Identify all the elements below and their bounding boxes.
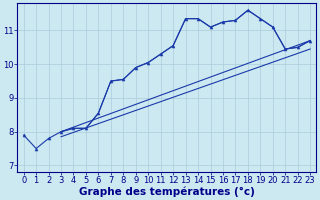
X-axis label: Graphe des températures (°c): Graphe des températures (°c) (79, 186, 255, 197)
